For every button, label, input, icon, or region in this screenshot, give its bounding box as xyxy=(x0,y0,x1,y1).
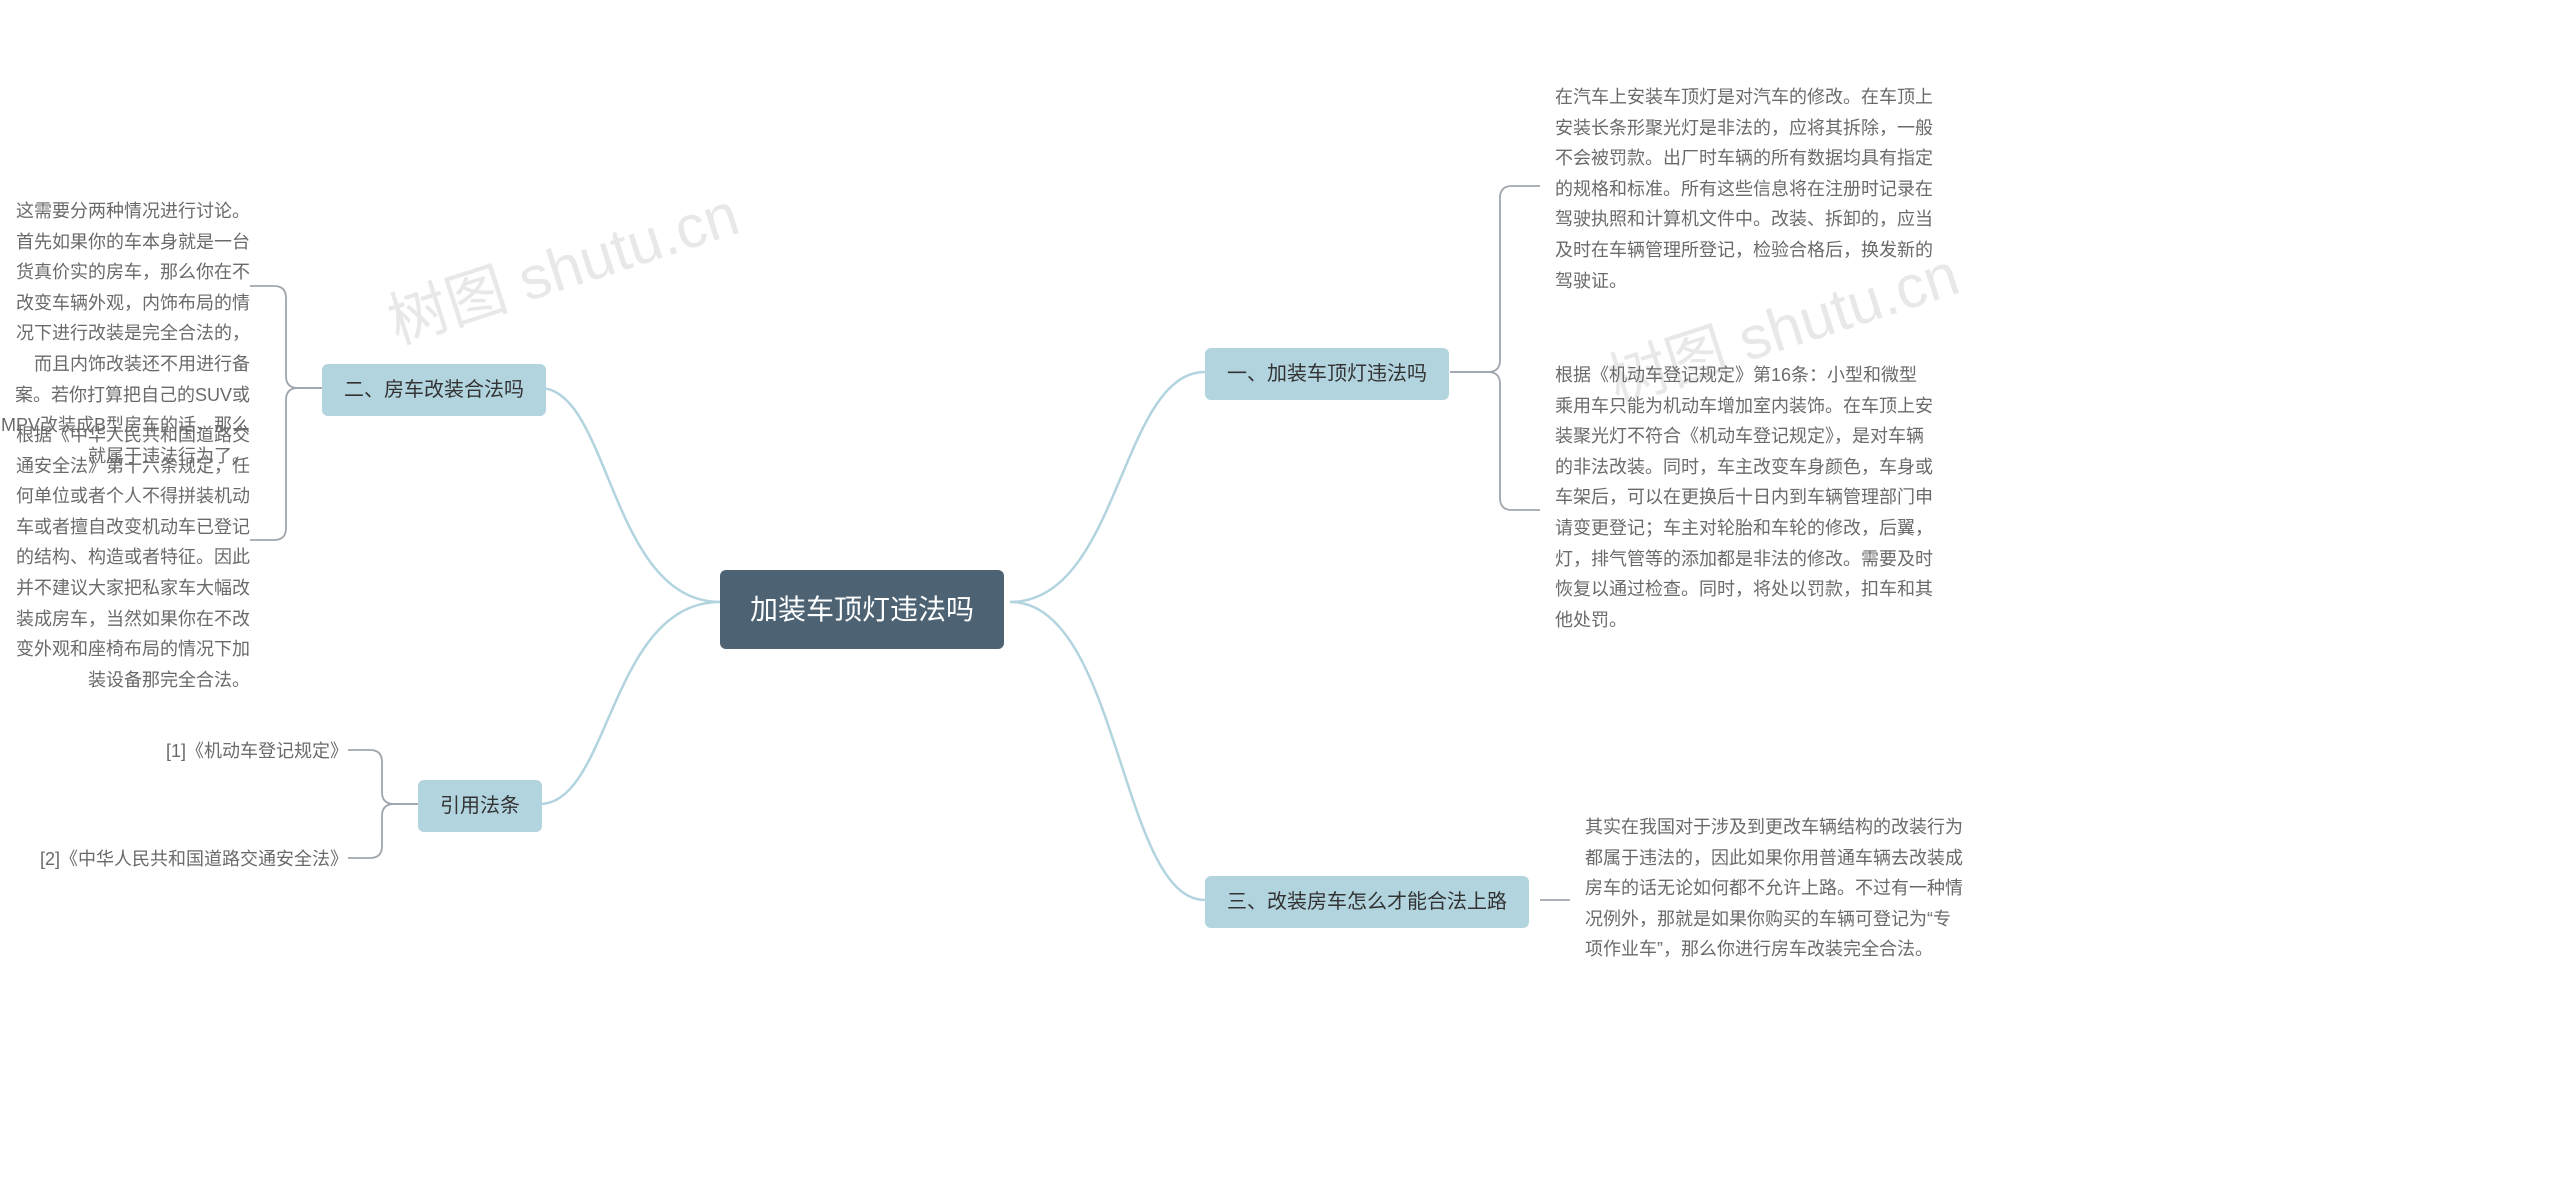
leaf-right-1-2: 根据《机动车登记规定》第16条：小型和微型乘用车只能为机动车增加室内装饰。在车顶… xyxy=(1555,360,1935,635)
leaf-left-1-2: 根据《中华人民共和国道路交通安全法》第十六条规定，任何单位或者个人不得拼装机动车… xyxy=(0,420,250,695)
leaf-left-2-2: [2]《中华人民共和国道路交通安全法》 xyxy=(40,844,348,875)
leaf-right-2-1: 其实在我国对于涉及到更改车辆结构的改装行为都属于违法的，因此如果你用普通车辆去改… xyxy=(1585,812,1965,965)
watermark: 树图 shutu.cn xyxy=(375,166,748,361)
branch-right-2[interactable]: 三、改装房车怎么才能合法上路 xyxy=(1205,876,1529,928)
branch-left-2[interactable]: 引用法条 xyxy=(418,780,542,832)
leaf-left-2-1: [1]《机动车登记规定》 xyxy=(166,736,348,767)
mindmap-root[interactable]: 加装车顶灯违法吗 xyxy=(720,570,1004,649)
connector-lines xyxy=(0,0,2560,1178)
branch-left-1[interactable]: 二、房车改装合法吗 xyxy=(322,364,546,416)
branch-right-1[interactable]: 一、加装车顶灯违法吗 xyxy=(1205,348,1449,400)
leaf-right-1-1: 在汽车上安装车顶灯是对汽车的修改。在车顶上安装长条形聚光灯是非法的，应将其拆除，… xyxy=(1555,82,1935,296)
